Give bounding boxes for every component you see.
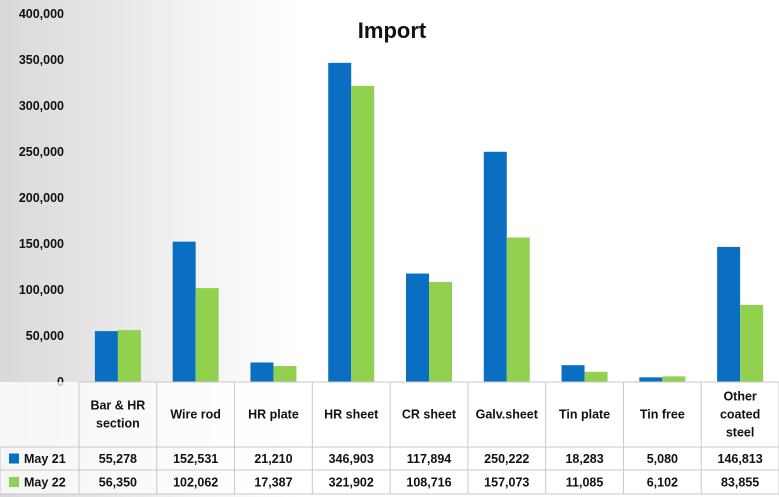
series-name: May 22 — [24, 476, 66, 490]
data-table: Bar & HR section Wire rod HR plate HR sheet C… — [0, 381, 779, 495]
bar-may-21 — [561, 365, 585, 382]
legend-key — [9, 453, 19, 464]
y-tick-label: 100,000 — [19, 283, 64, 297]
category-label: section — [96, 417, 140, 431]
category-label: Tin plate — [559, 408, 610, 422]
chart-title: Import — [358, 18, 427, 43]
y-tick-label: 350,000 — [19, 53, 64, 67]
bar-may-22 — [506, 237, 530, 382]
category-label: Tin free — [640, 408, 685, 422]
bar-may-21 — [717, 246, 741, 382]
bar-may-21 — [406, 273, 429, 382]
bar-may-22 — [429, 281, 452, 382]
category-label: HR plate — [248, 408, 299, 422]
data-label: 250,222 — [484, 452, 529, 466]
data-label: 152,531 — [173, 452, 218, 466]
category-label: Wire rod — [170, 408, 221, 422]
category-label: HR sheet — [324, 408, 379, 422]
table-background — [0, 382, 779, 494]
data-label: 21,210 — [254, 452, 292, 466]
bar-may-21 — [639, 377, 663, 382]
legend-key — [9, 477, 19, 487]
category-label: steel — [726, 426, 755, 440]
category-label: Galv.sheet — [476, 408, 539, 422]
bars — [94, 62, 764, 382]
data-label: 102,062 — [173, 476, 218, 490]
data-label: 346,903 — [329, 452, 374, 466]
y-tick-label: 250,000 — [19, 145, 64, 159]
bar-may-22 — [273, 366, 297, 382]
data-label: 17,387 — [254, 476, 292, 490]
y-tick-label: 200,000 — [19, 191, 64, 205]
data-label: 6,102 — [647, 476, 678, 490]
data-label: 18,283 — [565, 452, 603, 466]
data-label: 146,813 — [718, 452, 763, 466]
bar-may-21 — [328, 62, 352, 382]
bar-may-22 — [740, 304, 764, 382]
data-label: 83,855 — [721, 476, 759, 490]
y-tick-label: 150,000 — [19, 237, 64, 251]
bar-may-22 — [117, 330, 141, 382]
data-label: 117,894 — [407, 452, 452, 466]
data-label: 157,073 — [484, 476, 529, 490]
data-label: 55,278 — [99, 452, 137, 466]
bar-may-22 — [351, 85, 375, 382]
y-axis: 050,000100,000150,000200,000250,000300,0… — [19, 7, 64, 389]
bar-may-22 — [195, 288, 219, 382]
category-label: Other — [723, 390, 756, 404]
y-tick-label: 400,000 — [19, 7, 64, 21]
bar-may-22 — [584, 371, 608, 382]
data-label: 108,716 — [406, 476, 451, 490]
category-label: Bar & HR — [90, 399, 145, 413]
category-label: CR sheet — [402, 408, 457, 422]
bar-may-21 — [172, 241, 196, 382]
bar-may-21 — [94, 331, 118, 382]
bar-may-22 — [662, 376, 686, 382]
y-tick-label: 50,000 — [26, 329, 64, 343]
data-label: 5,080 — [647, 452, 678, 466]
data-label: 321,902 — [329, 476, 374, 490]
y-tick-label: 300,000 — [19, 99, 64, 113]
category-label: coated — [720, 408, 760, 422]
bar-may-21 — [483, 151, 507, 382]
series-name: May 21 — [24, 452, 66, 466]
bar-may-21 — [250, 362, 274, 382]
data-label: 56,350 — [99, 476, 137, 490]
data-label: 11,085 — [566, 476, 604, 490]
